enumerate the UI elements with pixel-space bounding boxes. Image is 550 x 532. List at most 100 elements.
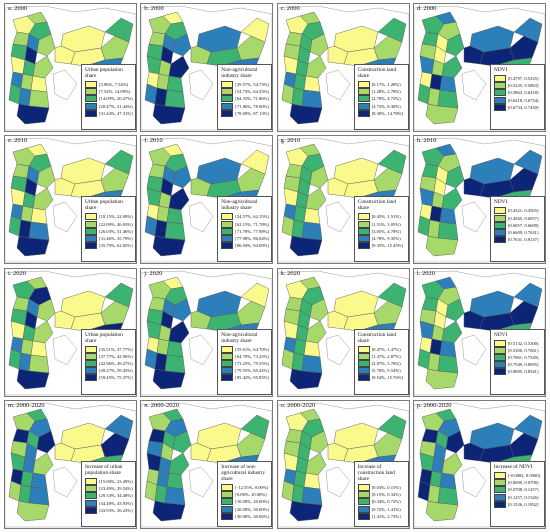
legend-item: [15.00%, 23.49%) [85,477,133,485]
legend-swatch [221,227,234,235]
legend-item: [39.57%, 54.73%) [221,81,269,89]
legend-swatch [85,213,97,221]
map-legend: NDVI [0.4321, 0.4565) [0.4565, 0.6057) [0.6… [489,196,545,263]
county-region [373,432,402,458]
legend-swatch [221,483,234,491]
legend-swatch [357,512,370,520]
legend-swatch [493,89,506,97]
county-region [167,472,184,490]
legend-title: Urban population share [85,199,123,212]
legend-item: [4.78%, 9.35%) [357,234,406,242]
legend-item: [31.46%, 35.79%) [85,234,133,242]
map-legend: Construction land share [0.47%, 1.47%) [1.… [353,328,409,395]
legend-range-label: [2.87%, 5.76%) [371,361,401,367]
county-region [237,300,266,325]
legend-range-label: [0.0000, 0.0708) [507,480,539,486]
legend-item: [9.54%, 15.76%] [357,374,406,382]
county-region [289,236,322,257]
county-region [173,33,192,57]
county-region [167,340,184,357]
panel-title: o. 2000-2020 [280,401,316,409]
legend-title: Urban population share [85,331,123,344]
county-region [16,500,50,522]
legend-title: Urban population share [85,67,123,79]
county-region [104,282,134,307]
legend-item: [0.8095, 0.8541] [493,368,542,376]
county-region [439,208,457,225]
legend-item: [35.79%, 62.65%] [85,242,133,250]
legend-swatch [85,81,97,89]
county-region [16,368,50,389]
legend-range-label: [-0.0082, 0.0000) [507,472,541,478]
county-region [513,17,543,43]
map-legend: Urban population share [18.15%, 22.09%) [2… [81,196,136,263]
legend-item: [0.4321, 0.4565) [493,207,542,215]
panel-title: f. 2010 [144,137,163,145]
county-region [28,486,50,506]
county-region [305,320,326,343]
legend-item: [5.76%, 9.54%) [357,367,406,375]
legend-range-label: [54.57%, 62.15%) [235,214,269,220]
legend-item: [0.17%, 1.28%) [357,81,406,89]
legend-range-label: [23.49%, 29.54%) [99,486,133,492]
legend-swatch [493,214,506,222]
legend-item: [0.6609, 0.7631) [493,228,542,236]
legend-range-label: [0.1257, 0.1526) [507,494,539,500]
map-panel-a: a. 2000 Urban population share [3.86%, 7.5… [4,3,137,132]
county-region [373,168,402,193]
legend-swatch [357,498,370,506]
legend-swatch [221,345,234,353]
legend-range-label: [5.76%, 9.54%) [371,368,401,374]
legend-range-label: [0.8095, 0.8541] [507,369,539,375]
legend-swatch [357,242,370,250]
legend-item: [0.7631, 0.8137] [493,236,542,244]
legend-item: [31.44%, 47.31%] [85,109,133,117]
county-region [30,340,48,357]
legend-range-label: [0.6609, 0.7631) [507,229,539,235]
county-region [437,486,459,506]
legend-range-label: [3.05%, 4.78%) [371,228,401,234]
legend-item: [10.00%, 20.00%) [221,498,269,506]
legend-swatch [357,374,370,382]
legend-swatch [221,367,234,375]
legend-range-label: [86.04%, 94.09%] [235,243,269,249]
map-legend: Non-agricultural industry share [39.57%, … [217,64,273,130]
county-region [439,340,457,357]
panel-title: d. 2000 [416,5,437,12]
legend-item: [4.73%, 8.30%) [357,102,406,110]
legend-range-label: [0.03%, 0.15%) [371,484,401,490]
legend-swatch [493,361,506,369]
legend-item: [0.0000, 0.0708) [493,479,542,487]
county-region [16,103,50,125]
legend-item: [0.15%, 0.34%) [357,491,406,499]
county-region [305,187,326,211]
map-panel-b: b. 2000 Non-agricultural industry share [3… [140,3,274,132]
map-legend: Increase of non-agricultural industry sh… [217,460,273,527]
legend-item: [86.04%, 94.09%] [221,242,269,250]
legend-item: [0.7549, 0.8095) [493,361,542,369]
legend-swatch [221,88,234,96]
panel-title: i. 2020 [8,269,27,277]
legend-title: Non-agricultural industry share [221,331,258,344]
county-region [153,500,186,522]
county-region [439,472,457,490]
legend-item: [0.47%, 1.47%) [357,345,406,353]
legend-range-label: [73.25%, 79.55%) [235,361,269,367]
legend-item: [1.41%, 2.73%] [357,512,406,520]
panel-title: g. 2010 [280,137,301,145]
legend-swatch [357,234,370,242]
legend-item: [-12.55%, 0.00%) [221,483,269,491]
map-panel-grid: a. 2000 Urban population share [3.86%, 7.5… [4,3,546,529]
county-region [509,300,539,325]
legend-range-label: [0.5863, 0.6418) [507,90,539,96]
legend-item: [0.45%, 1.51%) [357,213,406,221]
legend-swatch [221,220,234,228]
legend-swatch [493,500,506,508]
map-panel-p: p. 2000-2020 Increase of NDVI [-0.0082, 0.… [412,399,546,529]
legend-item: [26.03%, 31.46%) [85,227,133,235]
legend-range-label: [20.00%, 30.00%) [235,506,269,512]
legend-swatch [85,220,97,228]
legend-title: Construction land share [357,67,397,79]
county-region [100,432,130,458]
legend-swatch [85,374,97,382]
